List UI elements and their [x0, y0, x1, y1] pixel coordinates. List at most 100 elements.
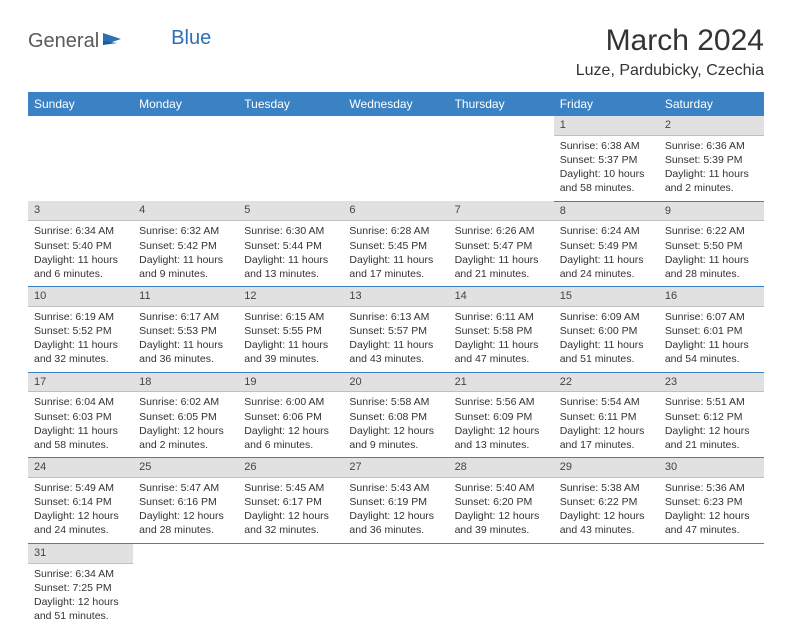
day-number-cell: [238, 116, 343, 135]
weekday-header: Sunday: [28, 92, 133, 116]
day-content-cell: Sunrise: 6:38 AMSunset: 5:37 PMDaylight:…: [554, 135, 659, 201]
logo-text-blue: Blue: [171, 27, 211, 50]
day-number-cell: [449, 543, 554, 563]
day-number-cell: 26: [238, 458, 343, 478]
day-number-cell: [238, 543, 343, 563]
day-content-cell: [343, 563, 448, 628]
day-content-cell: Sunrise: 5:51 AMSunset: 6:12 PMDaylight:…: [659, 392, 764, 458]
day-number-row: 31: [28, 543, 764, 563]
weekday-header: Saturday: [659, 92, 764, 116]
day-number-cell: 15: [554, 287, 659, 307]
day-content-cell: Sunrise: 5:45 AMSunset: 6:17 PMDaylight:…: [238, 477, 343, 543]
day-number-cell: 13: [343, 287, 448, 307]
day-content-cell: Sunrise: 6:34 AMSunset: 5:40 PMDaylight:…: [28, 221, 133, 287]
weekday-header: Monday: [133, 92, 238, 116]
day-content-row: Sunrise: 6:34 AMSunset: 7:25 PMDaylight:…: [28, 563, 764, 628]
day-content-row: Sunrise: 5:49 AMSunset: 6:14 PMDaylight:…: [28, 477, 764, 543]
day-content-cell: Sunrise: 6:28 AMSunset: 5:45 PMDaylight:…: [343, 221, 448, 287]
day-content-cell: Sunrise: 6:36 AMSunset: 5:39 PMDaylight:…: [659, 135, 764, 201]
day-number-cell: 17: [28, 372, 133, 392]
day-number-cell: 25: [133, 458, 238, 478]
day-number-cell: [133, 116, 238, 135]
day-number-cell: 3: [28, 201, 133, 221]
day-number-cell: 18: [133, 372, 238, 392]
day-number-cell: 23: [659, 372, 764, 392]
day-number-cell: 7: [449, 201, 554, 221]
day-content-cell: [449, 563, 554, 628]
day-number-cell: [659, 543, 764, 563]
day-number-row: 12: [28, 116, 764, 135]
day-number-row: 24252627282930: [28, 458, 764, 478]
day-number-cell: [28, 116, 133, 135]
day-content-cell: [133, 135, 238, 201]
day-content-row: Sunrise: 6:38 AMSunset: 5:37 PMDaylight:…: [28, 135, 764, 201]
day-content-cell: Sunrise: 6:09 AMSunset: 6:00 PMDaylight:…: [554, 306, 659, 372]
day-content-row: Sunrise: 6:34 AMSunset: 5:40 PMDaylight:…: [28, 221, 764, 287]
day-content-cell: [659, 563, 764, 628]
day-number-cell: 12: [238, 287, 343, 307]
day-content-cell: Sunrise: 5:43 AMSunset: 6:19 PMDaylight:…: [343, 477, 448, 543]
day-content-cell: Sunrise: 5:47 AMSunset: 6:16 PMDaylight:…: [133, 477, 238, 543]
day-number-cell: [554, 543, 659, 563]
day-content-cell: Sunrise: 5:49 AMSunset: 6:14 PMDaylight:…: [28, 477, 133, 543]
day-content-cell: Sunrise: 6:26 AMSunset: 5:47 PMDaylight:…: [449, 221, 554, 287]
day-content-cell: Sunrise: 6:02 AMSunset: 6:05 PMDaylight:…: [133, 392, 238, 458]
day-number-cell: 20: [343, 372, 448, 392]
logo: General Blue: [28, 30, 211, 53]
day-number-cell: 22: [554, 372, 659, 392]
day-content-cell: Sunrise: 6:30 AMSunset: 5:44 PMDaylight:…: [238, 221, 343, 287]
day-number-cell: 19: [238, 372, 343, 392]
day-number-cell: 4: [133, 201, 238, 221]
day-content-cell: Sunrise: 5:38 AMSunset: 6:22 PMDaylight:…: [554, 477, 659, 543]
day-number-cell: 31: [28, 543, 133, 563]
day-number-cell: [343, 116, 448, 135]
day-content-row: Sunrise: 6:19 AMSunset: 5:52 PMDaylight:…: [28, 306, 764, 372]
day-content-cell: [554, 563, 659, 628]
weekday-header: Tuesday: [238, 92, 343, 116]
day-content-cell: [238, 135, 343, 201]
day-content-cell: Sunrise: 6:07 AMSunset: 6:01 PMDaylight:…: [659, 306, 764, 372]
day-content-cell: Sunrise: 6:13 AMSunset: 5:57 PMDaylight:…: [343, 306, 448, 372]
day-number-cell: 14: [449, 287, 554, 307]
day-content-cell: Sunrise: 5:36 AMSunset: 6:23 PMDaylight:…: [659, 477, 764, 543]
day-content-cell: Sunrise: 6:17 AMSunset: 5:53 PMDaylight:…: [133, 306, 238, 372]
day-number-cell: 24: [28, 458, 133, 478]
weekday-header: Wednesday: [343, 92, 448, 116]
day-number-cell: 9: [659, 201, 764, 221]
day-content-cell: [133, 563, 238, 628]
day-content-row: Sunrise: 6:04 AMSunset: 6:03 PMDaylight:…: [28, 392, 764, 458]
day-content-cell: Sunrise: 6:00 AMSunset: 6:06 PMDaylight:…: [238, 392, 343, 458]
day-number-cell: [133, 543, 238, 563]
day-content-cell: Sunrise: 6:11 AMSunset: 5:58 PMDaylight:…: [449, 306, 554, 372]
day-number-cell: 16: [659, 287, 764, 307]
day-number-row: 10111213141516: [28, 287, 764, 307]
day-content-cell: Sunrise: 5:54 AMSunset: 6:11 PMDaylight:…: [554, 392, 659, 458]
calendar-table: SundayMondayTuesdayWednesdayThursdayFrid…: [28, 92, 764, 628]
day-number-cell: 21: [449, 372, 554, 392]
day-content-cell: Sunrise: 5:40 AMSunset: 6:20 PMDaylight:…: [449, 477, 554, 543]
day-content-cell: [343, 135, 448, 201]
day-number-row: 3456789: [28, 201, 764, 221]
location-label: Luze, Pardubicky, Czechia: [576, 62, 764, 80]
day-content-cell: Sunrise: 6:15 AMSunset: 5:55 PMDaylight:…: [238, 306, 343, 372]
day-number-cell: [343, 543, 448, 563]
day-number-cell: [449, 116, 554, 135]
day-content-cell: Sunrise: 6:19 AMSunset: 5:52 PMDaylight:…: [28, 306, 133, 372]
day-content-cell: [449, 135, 554, 201]
day-content-cell: Sunrise: 6:22 AMSunset: 5:50 PMDaylight:…: [659, 221, 764, 287]
day-content-cell: Sunrise: 5:56 AMSunset: 6:09 PMDaylight:…: [449, 392, 554, 458]
day-number-cell: 5: [238, 201, 343, 221]
day-number-cell: 6: [343, 201, 448, 221]
day-number-cell: 28: [449, 458, 554, 478]
day-number-cell: 2: [659, 116, 764, 135]
day-number-cell: 30: [659, 458, 764, 478]
logo-flag-icon: [103, 31, 125, 52]
day-content-cell: Sunrise: 6:04 AMSunset: 6:03 PMDaylight:…: [28, 392, 133, 458]
day-content-cell: [28, 135, 133, 201]
day-number-cell: 27: [343, 458, 448, 478]
day-content-cell: Sunrise: 5:58 AMSunset: 6:08 PMDaylight:…: [343, 392, 448, 458]
day-number-row: 17181920212223: [28, 372, 764, 392]
day-content-cell: Sunrise: 6:24 AMSunset: 5:49 PMDaylight:…: [554, 221, 659, 287]
weekday-header: Thursday: [449, 92, 554, 116]
day-content-cell: Sunrise: 6:32 AMSunset: 5:42 PMDaylight:…: [133, 221, 238, 287]
